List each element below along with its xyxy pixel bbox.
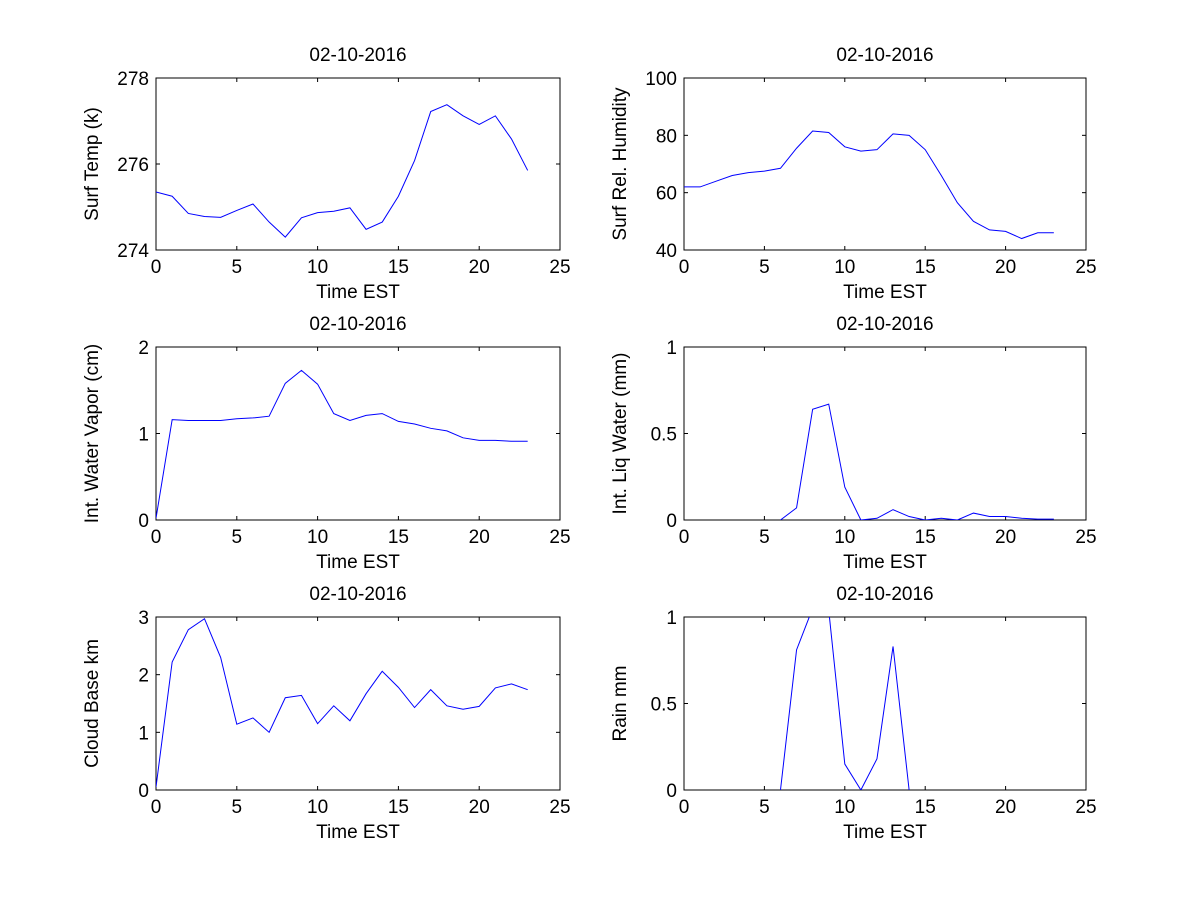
x-tick-label: 15 (915, 527, 936, 548)
x-tick-label: 15 (915, 797, 936, 818)
x-tick-label: 25 (1075, 527, 1096, 548)
x-axis-label: Time EST (316, 822, 400, 843)
x-tick-label: 15 (388, 257, 409, 278)
y-tick-label: 2 (138, 666, 149, 687)
y-tick-label: 0 (138, 781, 149, 802)
y-tick-label: 0.5 (651, 695, 677, 716)
plot-frame (683, 346, 1087, 521)
x-tick-label: 10 (307, 527, 328, 548)
x-axis-label: Time EST (843, 282, 927, 303)
plot-frame (155, 346, 561, 521)
x-tick-label: 25 (1075, 257, 1096, 278)
series-line (156, 617, 528, 788)
chart-panel: 0 5 10 15 20 25 40 60 80 100 02-10-2016 Time EST Sur… (610, 45, 1097, 303)
y-tick-label: 1 (666, 608, 677, 629)
y-axis-label: Surf Rel. Humidity (610, 87, 631, 241)
y-tick-label: 274 (117, 241, 149, 262)
chart-panel: 0 5 10 15 20 25 0 0.5 1 02-10-2016 Time EST Rain mm (610, 584, 1097, 843)
x-tick-label: 10 (307, 257, 328, 278)
chart-title: 02-10-2016 (309, 584, 406, 605)
x-tick-label: 20 (995, 797, 1016, 818)
x-tick-label: 0 (679, 527, 690, 548)
y-tick-label: 1 (138, 425, 149, 446)
y-tick-label: 3 (138, 608, 149, 629)
y-tick-label: 278 (117, 69, 149, 90)
x-tick-label: 0 (151, 527, 162, 548)
chart-panel: 0 5 10 15 20 25 0 0.5 1 02-10-2016 Time EST Int. Li… (610, 314, 1097, 573)
x-tick-label: 15 (388, 797, 409, 818)
x-tick-label: 25 (1075, 797, 1096, 818)
x-tick-label: 10 (834, 257, 855, 278)
x-tick-label: 20 (469, 797, 490, 818)
x-tick-label: 20 (469, 527, 490, 548)
x-axis-label: Time EST (843, 552, 927, 573)
series-line (156, 104, 529, 238)
x-tick-label: 0 (679, 797, 690, 818)
y-axis-label: Surf Temp (k) (82, 107, 103, 221)
chart-title: 02-10-2016 (309, 314, 406, 335)
x-axis-label: Time EST (316, 282, 400, 303)
y-tick-label: 1 (666, 338, 677, 359)
series-line (779, 617, 910, 790)
plot-frame (155, 77, 561, 251)
x-tick-label: 5 (232, 797, 243, 818)
plot-frame (683, 77, 1087, 251)
x-tick-label: 25 (549, 527, 570, 548)
chart-panel: 0 5 10 15 20 25 0 1 2 02-10-2016 Time EST Int. Wate… (82, 314, 571, 573)
y-tick-label: 0 (666, 781, 677, 802)
y-tick-label: 1 (138, 723, 149, 744)
x-tick-label: 0 (679, 257, 690, 278)
plot-frame (155, 616, 561, 791)
y-tick-label: 0 (666, 511, 677, 532)
chart-title: 02-10-2016 (309, 45, 406, 66)
x-tick-label: 15 (388, 527, 409, 548)
chart-panel: 0 5 10 15 20 25 274 276 278 02-10-2016 Time EST Sur… (82, 45, 571, 303)
x-tick-label: 25 (549, 257, 570, 278)
x-tick-label: 5 (232, 257, 243, 278)
x-tick-label: 5 (759, 527, 770, 548)
x-tick-label: 0 (151, 797, 162, 818)
x-tick-label: 20 (995, 527, 1016, 548)
y-tick-label: 80 (656, 126, 677, 147)
y-axis-label: Cloud Base km (82, 639, 103, 768)
chart-title: 02-10-2016 (836, 584, 933, 605)
x-tick-label: 20 (995, 257, 1016, 278)
chart-title: 02-10-2016 (836, 314, 933, 335)
x-tick-label: 5 (759, 797, 770, 818)
y-tick-label: 276 (117, 155, 149, 176)
y-axis-label: Int. Liq Water (mm) (610, 353, 631, 515)
y-tick-label: 100 (645, 69, 677, 90)
x-tick-label: 10 (834, 527, 855, 548)
x-tick-label: 25 (549, 797, 570, 818)
x-tick-label: 10 (307, 797, 328, 818)
y-tick-label: 0 (138, 511, 149, 532)
chart-title: 02-10-2016 (836, 45, 933, 66)
x-axis-label: Time EST (316, 552, 400, 573)
x-tick-label: 0 (151, 257, 162, 278)
x-tick-label: 10 (834, 797, 855, 818)
y-tick-label: 60 (656, 184, 677, 205)
y-tick-label: 0.5 (651, 425, 677, 446)
y-tick-label: 40 (656, 241, 677, 262)
series-line (156, 369, 528, 519)
series-line (684, 130, 1054, 240)
x-tick-label: 5 (759, 257, 770, 278)
y-axis-label: Int. Water Vapor (cm) (82, 344, 103, 523)
x-tick-label: 5 (232, 527, 243, 548)
x-tick-label: 20 (469, 257, 490, 278)
x-axis-label: Time EST (843, 822, 927, 843)
chart-panel: 0 5 10 15 20 25 0 1 2 3 02-10-2016 Time EST Cloud Ba… (82, 584, 571, 843)
y-tick-label: 2 (138, 338, 149, 359)
y-axis-label: Rain mm (610, 665, 631, 741)
series-line (780, 403, 1054, 520)
x-tick-label: 15 (915, 257, 936, 278)
